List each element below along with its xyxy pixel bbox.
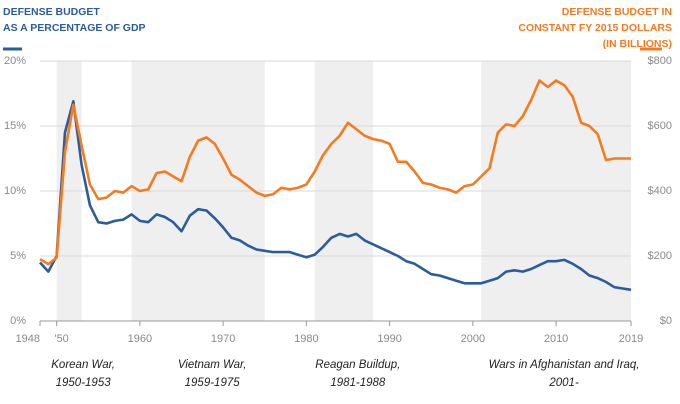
band-label: Korean War, (51, 359, 115, 371)
y-tick-label: 0% (10, 315, 26, 327)
band-label: Reagan Buildup, (315, 359, 400, 371)
band-label: 1981-1988 (330, 377, 386, 389)
y-tick-label: 10% (4, 185, 26, 197)
y-tick-label: 20% (4, 55, 26, 67)
x-tick-label: '50 (54, 333, 68, 345)
series-line (39, 100, 632, 292)
right-title: CONSTANT FY 2015 DOLLARS (518, 22, 672, 34)
y2-tick-label: $600 (648, 120, 672, 132)
x-tick-label: 1960 (128, 333, 152, 345)
left-title: DEFENSE BUDGET (3, 6, 100, 18)
band-label: Wars in Afghanistan and Iraq, (489, 359, 640, 371)
x-tick-label: 2000 (461, 333, 485, 345)
right-title: (IN BILLIONS) (603, 38, 672, 50)
y2-tick-label: $400 (648, 185, 672, 197)
left-title: AS A PERCENTAGE OF GDP (3, 22, 146, 34)
x-tick-label: 1948 (16, 333, 40, 345)
band-label: 1950-1953 (56, 377, 112, 389)
band-label: Vietnam War, (178, 359, 247, 371)
y-tick-label: 5% (10, 250, 26, 262)
band-label: 1959-1975 (185, 377, 241, 389)
series-line (39, 79, 631, 266)
x-tick-label: 2019 (619, 333, 643, 345)
x-tick-label: 1990 (377, 333, 401, 345)
x-tick-label: 1970 (211, 333, 235, 345)
y2-tick-label: $800 (648, 55, 672, 67)
x-tick-label: 2010 (544, 333, 568, 345)
right-title: DEFENSE BUDGET IN (562, 6, 672, 18)
y-tick-label: 15% (4, 120, 26, 132)
x-tick-label: 1980 (294, 333, 318, 345)
y2-tick-label: $0 (660, 315, 672, 327)
y2-tick-label: $200 (648, 250, 672, 262)
band-label: 2001- (548, 377, 579, 389)
